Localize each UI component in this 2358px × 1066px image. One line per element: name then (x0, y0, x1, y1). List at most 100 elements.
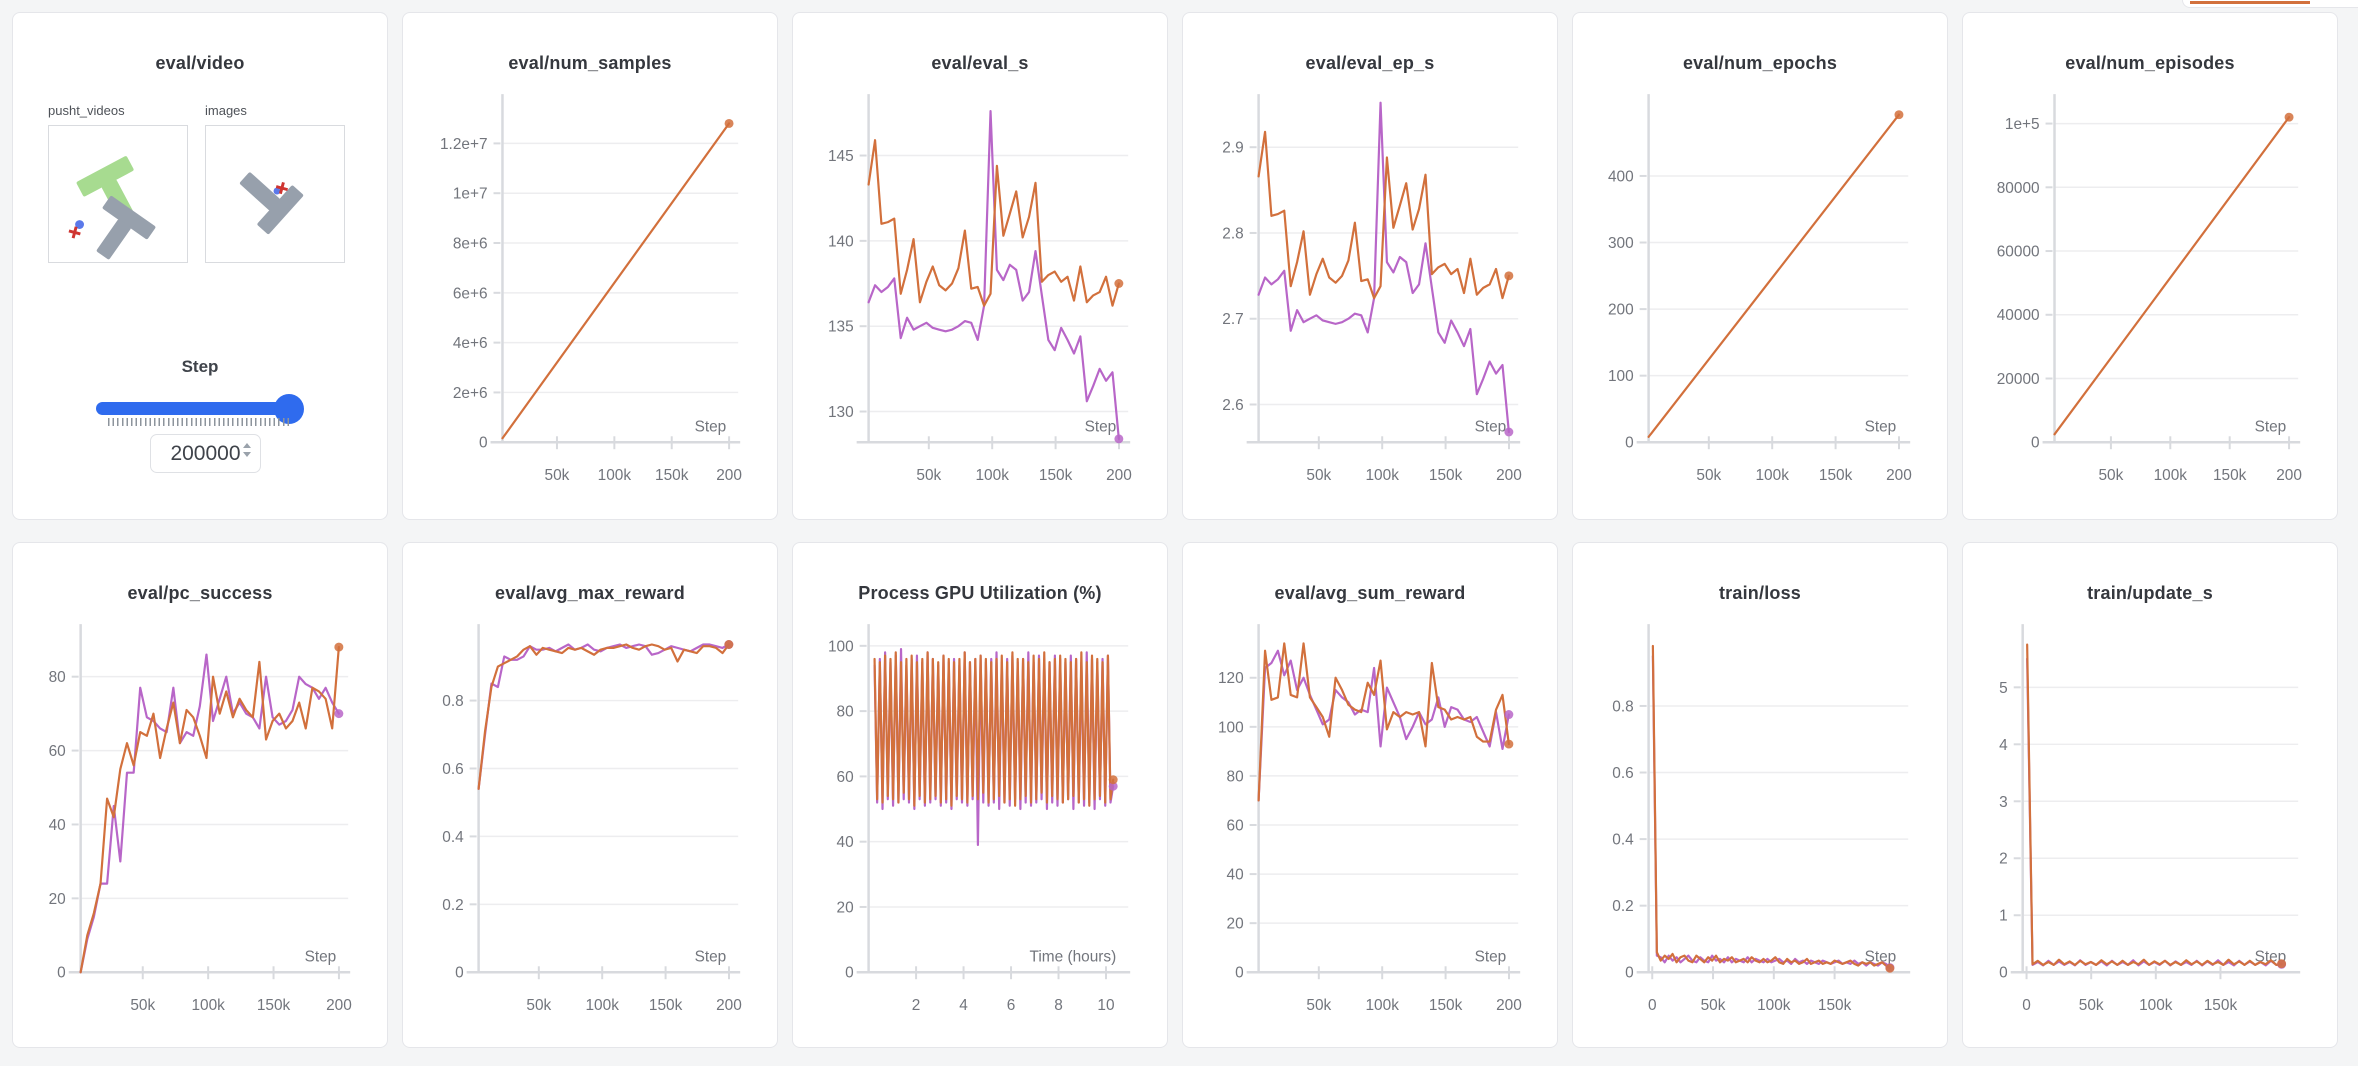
series-orange[interactable] (1257, 130, 1510, 300)
x-tick-label: 100k (1365, 467, 1399, 484)
y-tick-label: 0 (1235, 965, 1244, 982)
step-number-input[interactable]: 200000 (150, 434, 261, 473)
panel-eval-avg-max-reward[interactable]: eval/avg_max_reward 0 0.2 0.4 0.6 0.8 50k 100k 1… (402, 542, 778, 1048)
chart-canvas[interactable]: 2.6 2.7 2.8 2.9 50k 100k 150k 200 Step (1183, 91, 1557, 511)
x-axis-label: Step (2255, 418, 2287, 435)
x-axis-label: Step (695, 948, 727, 965)
media-row: pusht_videos (48, 103, 345, 263)
chart-canvas[interactable]: 0 2e+6 4e+6 6e+6 8e+6 1e+7 1.2e+7 50k 100k 150k 20… (403, 91, 777, 511)
series-orange[interactable] (501, 122, 731, 440)
y-tick-label: 0.2 (442, 897, 463, 914)
series-orange[interactable] (1257, 642, 1510, 802)
panel-process-gpu-utilization[interactable]: Process GPU Utilization (%) 0 20 40 60 80 100 2… (792, 542, 1168, 1048)
x-axis-label: Step (1865, 418, 1897, 435)
x-tick-label: 150k (1819, 467, 1853, 484)
images-thumbnail[interactable] (205, 125, 345, 263)
agent-dot (75, 220, 84, 229)
y-tick-label: 300 (1608, 235, 1634, 252)
y-tick-label: 140 (828, 233, 854, 250)
pusht-scene-image (68, 156, 156, 260)
y-tick-label: 40 (1227, 867, 1244, 884)
chart-canvas[interactable]: 0 0.2 0.4 0.6 0.8 50k 100k 150k 200 Step (403, 621, 777, 1041)
series-orange[interactable] (477, 643, 730, 790)
series-end-marker (1894, 110, 1904, 120)
panel-eval-eval-ep-s[interactable]: eval/eval_ep_s 2.6 2.7 2.8 2.9 50k 100k 150k 200… (1182, 12, 1558, 520)
panel-eval-video[interactable]: eval/video pusht_videos (12, 12, 388, 520)
chart-title: eval/eval_s (931, 53, 1029, 73)
y-tick-label: 2.9 (1222, 140, 1243, 157)
y-tick-label: 130 (828, 404, 854, 421)
y-tick-label: 60 (49, 743, 66, 760)
series-orange[interactable] (79, 645, 340, 974)
chart-title: eval/eval_ep_s (1305, 53, 1435, 73)
panel-train-update-s[interactable]: train/update_s 0 1 2 3 4 5 0 50k 100k 150k Step (1962, 542, 2338, 1048)
chart-canvas[interactable]: 0 20 40 60 80 100 2 4 6 8 10 Time (hours) (793, 621, 1167, 1041)
y-tick-label: 60 (837, 769, 854, 786)
series-purple[interactable] (1651, 654, 1891, 969)
series-orange[interactable] (1651, 644, 1891, 970)
series-purple[interactable] (873, 647, 1115, 847)
x-tick-label: 50k (545, 467, 570, 484)
panel-eval-pc-success[interactable]: eval/pc_success 0 20 40 60 80 50k 100k 150k 200 St… (12, 542, 388, 1048)
series-end-marker (1504, 427, 1514, 437)
y-tick-label: 0 (1625, 435, 1634, 452)
chart-title: Process GPU Utilization (%) (858, 583, 1102, 603)
target-cross-icon (275, 181, 288, 195)
step-slider-track[interactable] (96, 402, 303, 415)
chart-canvas[interactable]: 0 20000 40000 60000 80000 1e+5 50k 100k 150k 200 S… (1963, 91, 2337, 511)
panel-eval-avg-sum-reward[interactable]: eval/avg_sum_reward 0 20 40 60 80 100 120 50k 100… (1182, 542, 1558, 1048)
chart-canvas[interactable]: 0 20 40 60 80 50k 100k 150k 200 Step (13, 621, 387, 1041)
increment-arrow-icon[interactable] (243, 443, 251, 448)
series-end-marker (724, 640, 734, 649)
y-tick-label: 0.6 (1612, 765, 1633, 782)
panel-eval-num-episodes[interactable]: eval/num_episodes 0 20000 40000 60000 80000 1e… (1962, 12, 2338, 520)
y-tick-label: 0 (2031, 435, 2040, 452)
x-tick-label: 150k (1429, 997, 1463, 1014)
chart-title: eval/num_samples (508, 53, 672, 73)
x-tick-label: 200 (716, 997, 742, 1014)
x-tick-label: 0 (1648, 997, 1657, 1014)
series-purple[interactable] (1257, 101, 1510, 434)
x-tick-label: 50k (1306, 467, 1331, 484)
series-orange[interactable] (2026, 643, 2283, 966)
y-tick-label: 100 (828, 638, 854, 655)
series-orange[interactable] (867, 139, 1120, 307)
chart-canvas[interactable]: 0 100 200 300 400 50k 100k 150k 200 Step (1573, 91, 1947, 511)
y-tick-label: 40 (837, 834, 854, 851)
y-tick-label: 6e+6 (453, 285, 488, 302)
stepper-arrows[interactable] (243, 443, 251, 457)
series-end-marker (1108, 781, 1118, 791)
y-tick-label: 0.8 (1612, 698, 1633, 715)
series-purple[interactable] (79, 653, 340, 974)
series-orange[interactable] (873, 651, 1115, 807)
series-orange[interactable] (1647, 113, 1901, 438)
panel-title: eval/video (155, 53, 245, 73)
x-tick-label: 100k (598, 467, 632, 484)
chart-canvas[interactable]: 130 135 140 145 50k 100k 150k 200 Step (793, 91, 1167, 511)
y-tick-label: 20 (1227, 916, 1244, 933)
series-orange[interactable] (2053, 116, 2291, 436)
panel-eval-eval-s[interactable]: eval/eval_s 130 135 140 145 50k 100k 150k 200 Ste… (792, 12, 1168, 520)
pusht-video-thumbnail[interactable] (48, 125, 188, 263)
y-tick-label: 0 (455, 965, 464, 982)
series-purple[interactable] (867, 110, 1120, 440)
series-purple[interactable] (477, 643, 730, 790)
series-end-marker (1504, 739, 1514, 749)
chart-title: eval/avg_max_reward (495, 583, 685, 603)
y-tick-label: 0 (57, 965, 66, 982)
series-end-marker (2277, 959, 2287, 969)
series-purple[interactable] (2026, 657, 2283, 967)
chart-title: eval/pc_success (127, 583, 273, 603)
chart-canvas[interactable]: 0 0.2 0.4 0.6 0.8 0 50k 100k 150k Step (1573, 621, 1947, 1041)
panel-train-loss[interactable]: train/loss 0 0.2 0.4 0.6 0.8 0 50k 100k 150k Step (1572, 542, 1948, 1048)
panel-eval-num-samples[interactable]: eval/num_samples 0 2e+6 4e+6 6e+6 8e+6 1e+7 1.2… (402, 12, 778, 520)
chart-canvas[interactable]: 0 20 40 60 80 100 120 50k 100k 150k 200 Step (1183, 621, 1557, 1041)
series-end-marker (1504, 271, 1514, 281)
x-tick-label: 50k (2079, 997, 2104, 1014)
decrement-arrow-icon[interactable] (243, 452, 251, 457)
series-purple[interactable] (1257, 649, 1510, 802)
y-tick-label: 4e+6 (453, 335, 488, 352)
x-tick-label: 150k (649, 997, 683, 1014)
panel-eval-num-epochs[interactable]: eval/num_epochs 0 100 200 300 400 50k 100k 150k 2… (1572, 12, 1948, 520)
